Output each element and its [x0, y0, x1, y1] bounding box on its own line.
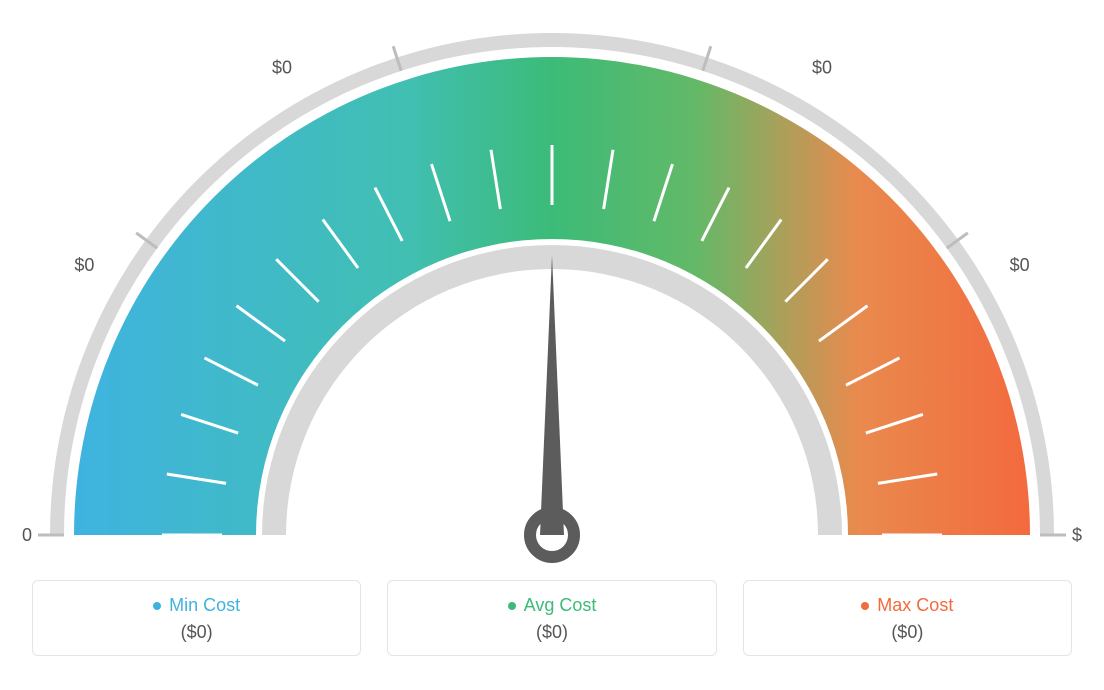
legend-label-min: Min Cost: [169, 595, 240, 616]
gauge-area: $0$0$0$0$0$0$0: [0, 10, 1104, 570]
gauge-tick-label: $0: [1010, 255, 1030, 275]
gauge-tick-label: $0: [1072, 525, 1082, 545]
legend-value-avg: ($0): [536, 622, 568, 643]
gauge-tick-label: $0: [812, 57, 832, 77]
legend-value-min: ($0): [181, 622, 213, 643]
gauge-tick-label: $0: [74, 255, 94, 275]
legend-head-max: Max Cost: [861, 595, 953, 616]
gauge-tick-label: $0: [22, 525, 32, 545]
gauge-tick-label: $0: [272, 57, 292, 77]
gauge-svg: $0$0$0$0$0$0$0: [22, 10, 1082, 570]
legend-dot-avg-icon: [508, 602, 516, 610]
legend-head-avg: Avg Cost: [508, 595, 597, 616]
legend-card-avg: Avg Cost ($0): [387, 580, 716, 656]
legend-label-max: Max Cost: [877, 595, 953, 616]
legend-head-min: Min Cost: [153, 595, 240, 616]
legend-value-max: ($0): [891, 622, 923, 643]
legend-row: Min Cost ($0) Avg Cost ($0) Max Cost ($0…: [32, 580, 1072, 656]
legend-dot-min-icon: [153, 602, 161, 610]
legend-card-max: Max Cost ($0): [743, 580, 1072, 656]
legend-dot-max-icon: [861, 602, 869, 610]
legend-card-min: Min Cost ($0): [32, 580, 361, 656]
cost-gauge-widget: $0$0$0$0$0$0$0 Min Cost ($0) Avg Cost ($…: [0, 0, 1104, 690]
legend-label-avg: Avg Cost: [524, 595, 597, 616]
